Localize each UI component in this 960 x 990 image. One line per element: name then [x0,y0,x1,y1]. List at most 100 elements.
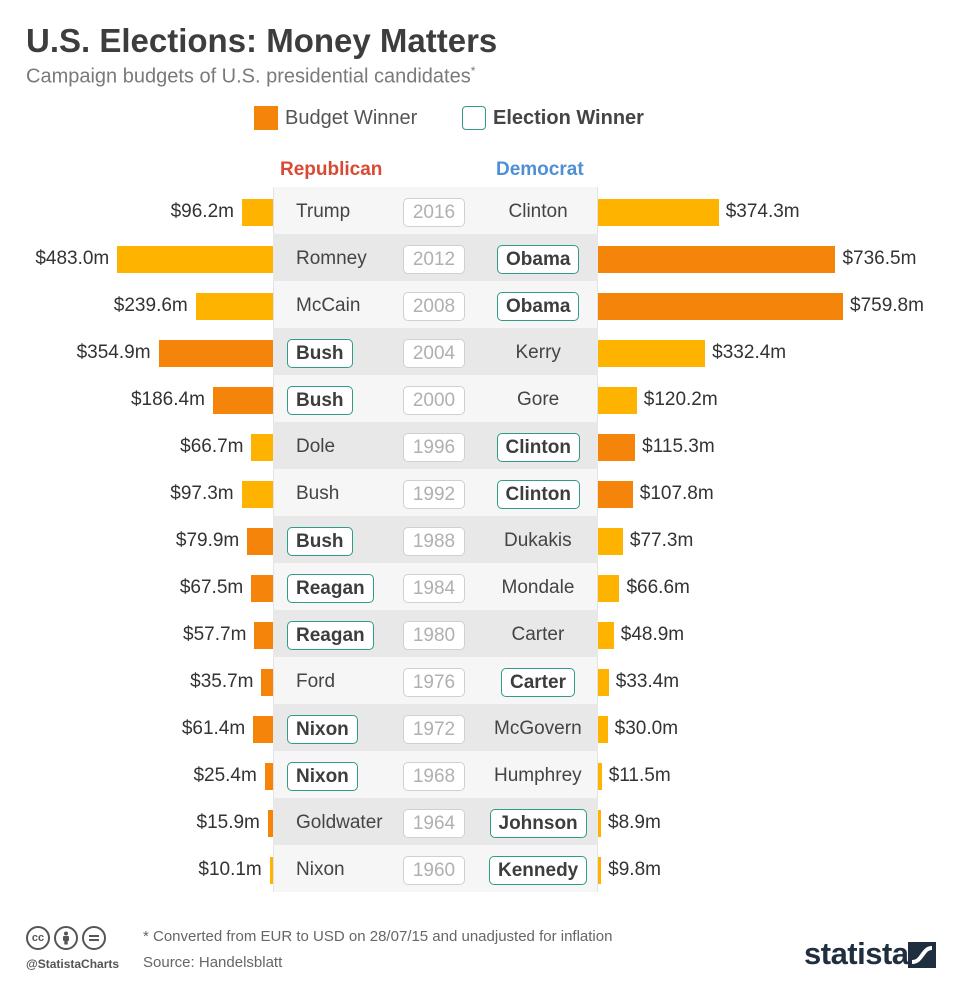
democrat-bar [598,669,609,696]
statista-logo: statista [804,936,909,971]
chart-row: $239.6m McCain 2008 Obama $759.8m [0,281,960,328]
chart-row: $67.5m Reagan 1984 Mondale $66.6m [0,563,960,610]
budget-winner-swatch [254,106,278,130]
source-note: Source: Handelsblatt [143,954,283,971]
chart-row: $97.3m Bush 1992 Clinton $107.8m [0,469,960,516]
republican-bar [241,199,273,226]
election-year: 1980 [403,621,465,650]
chart-row: $186.4m Bush 2000 Gore $120.2m [0,375,960,422]
democrat-value-label: $374.3m [725,201,800,222]
election-year: 1976 [403,668,465,697]
election-year: 2004 [403,339,465,368]
election-winner-swatch [462,106,486,130]
republican-candidate: Bush [287,527,353,556]
footnote: * Converted from EUR to USD on 28/07/15 … [143,928,613,945]
democrat-bar [598,810,601,837]
republican-bar [264,763,273,790]
republican-candidate: Bush [287,386,353,415]
republican-value-label: $239.6m [113,295,188,316]
democrat-value-label: $33.4m [615,671,680,692]
democrat-bar [598,481,633,508]
election-year: 1992 [403,480,465,509]
republican-bar [247,528,273,555]
republican-bar [269,857,273,884]
election-year: 1996 [403,433,465,462]
democrat-candidate: Clinton [496,480,580,509]
republican-bar [251,434,273,461]
democrat-bar [598,622,614,649]
chart-row: $61.4m Nixon 1972 McGovern $30.0m [0,704,960,751]
republican-value-label: $96.2m [170,201,234,222]
republican-bar [253,716,273,743]
republican-bar [158,340,273,367]
chart-row: $96.2m Trump 2016 Clinton $374.3m [0,187,960,234]
democrat-header: Democrat [496,159,584,180]
democrat-candidate: Mondale [501,577,575,598]
republican-candidate: Ford [296,671,336,692]
legend-budget-winner-label: Budget Winner [285,106,418,129]
statista-logo-icon [908,942,936,968]
democrat-candidate: Kennedy [489,856,588,885]
democrat-candidate: Johnson [489,809,587,838]
republican-bar [251,575,273,602]
election-year: 1972 [403,715,465,744]
democrat-bar [598,575,620,602]
democrat-bar [598,857,602,884]
legend-election-winner: Election Winner [462,104,644,132]
democrat-value-label: $9.8m [608,859,661,880]
republican-bar [254,622,273,649]
democrat-bar [598,528,623,555]
democrat-value-label: $332.4m [712,342,787,363]
democrat-bar [598,340,706,367]
democrat-value-label: $736.5m [842,248,917,269]
republican-candidate: Dole [296,436,336,457]
republican-candidate: Reagan [287,621,374,650]
republican-value-label: $67.5m [179,577,244,598]
republican-bar [117,246,273,273]
chart-row: $25.4m Nixon 1968 Humphrey $11.5m [0,751,960,798]
republican-candidate: Nixon [287,762,358,791]
democrat-candidate: Gore [517,389,560,410]
democrat-candidate: Humphrey [494,765,582,786]
democrat-candidate: McGovern [494,718,582,739]
election-year: 1964 [403,809,465,838]
democrat-value-label: $8.9m [608,812,661,833]
chart-subtitle: Campaign budgets of U.S. presidential ca… [26,64,475,89]
democrat-value-label: $77.3m [629,530,694,551]
democrat-value-label: $11.5m [608,765,671,786]
democrat-bar [598,293,843,320]
democrat-bar [598,434,636,461]
by-icon [54,926,78,950]
republican-header: Republican [280,159,383,180]
chart-title: U.S. Elections: Money Matters [26,22,498,59]
election-year: 1968 [403,762,465,791]
democrat-candidate: Clinton [508,201,568,222]
republican-candidate: Bush [287,339,353,368]
subtitle-footnote-mark: * [470,64,476,78]
republican-candidate: Nixon [287,715,358,744]
election-year: 2012 [403,245,465,274]
democrat-value-label: $66.6m [626,577,690,598]
republican-bar [195,293,273,320]
democrat-value-label: $30.0m [614,718,679,739]
election-year: 2000 [403,386,465,415]
democrat-value-label: $107.8m [639,483,714,504]
chart-row: $66.7m Dole 1996 Clinton $115.3m [0,422,960,469]
chart-row: $15.9m Goldwater 1964 Johnson $8.9m [0,798,960,845]
democrat-value-label: $48.9m [620,624,685,645]
republican-candidate: Goldwater [296,812,383,833]
republican-bar [212,387,273,414]
republican-value-label: $79.9m [175,530,240,551]
democrat-candidate: Obama [497,292,580,321]
republican-candidate: Nixon [296,859,345,880]
election-year: 1960 [403,856,465,885]
republican-value-label: $354.9m [76,342,151,363]
democrat-candidate: Clinton [496,433,580,462]
cc-icon: cc [26,926,50,950]
license-icons: cc [26,926,106,950]
republican-value-label: $15.9m [196,812,260,833]
democrat-bar [598,246,836,273]
democrat-candidate: Dukakis [504,530,572,551]
chart-row: $79.9m Bush 1988 Dukakis $77.3m [0,516,960,563]
republican-candidate: Romney [296,248,367,269]
